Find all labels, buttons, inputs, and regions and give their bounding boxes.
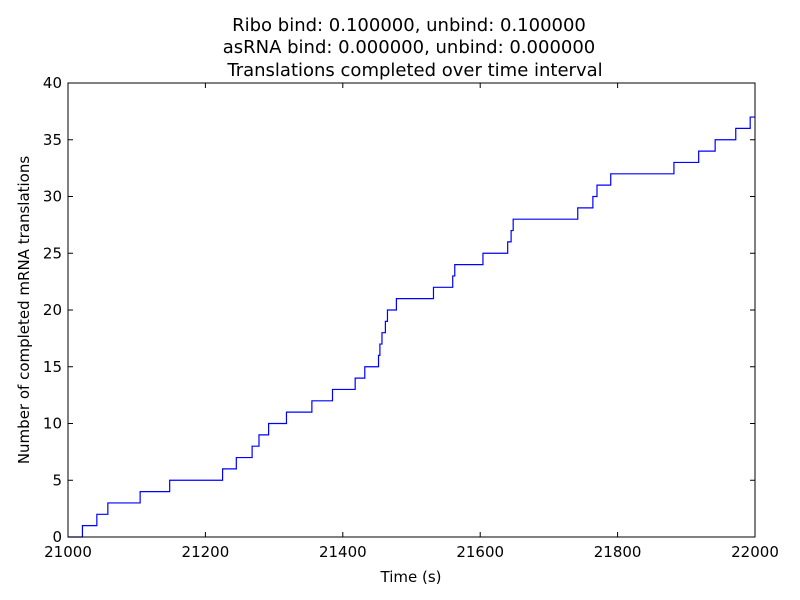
y-axis-label: Number of completed mRNA translations [15,156,33,465]
y-tick-label: 35 [43,131,62,149]
axes-frame [67,82,756,538]
y-tick-label: 25 [43,244,62,262]
x-tick-label: 21200 [182,543,230,561]
y-tick-label: 10 [43,415,62,433]
y-tick-label: 0 [52,528,62,546]
title-line-1: Ribo bind: 0.100000, unbind: 0.100000 [232,15,586,36]
y-tick-label: 20 [43,301,62,319]
x-tick-label: 21000 [44,543,92,561]
x-tick-label: 22000 [731,543,779,561]
title-line-2: asRNA bind: 0.000000, unbind: 0.000000 [223,37,596,58]
x-tick-label: 21600 [456,543,504,561]
x-tick-label: 21400 [319,543,367,561]
y-tick-label: 15 [43,358,62,376]
y-tick-label: 30 [43,188,62,206]
y-tick-label: 40 [43,74,62,92]
x-tick-label: 21800 [594,543,642,561]
chart-title: Ribo bind: 0.100000, unbind: 0.100000 as… [223,15,603,81]
plot-area: 21000 21200 21400 21600 21800 22000 0 5 10 15 20 25… [43,74,779,561]
series-line [68,116,755,538]
title-line-3: Translations completed over time interva… [226,60,602,81]
x-axis-label: Time (s) [380,568,442,586]
y-tick-label: 5 [52,471,62,489]
